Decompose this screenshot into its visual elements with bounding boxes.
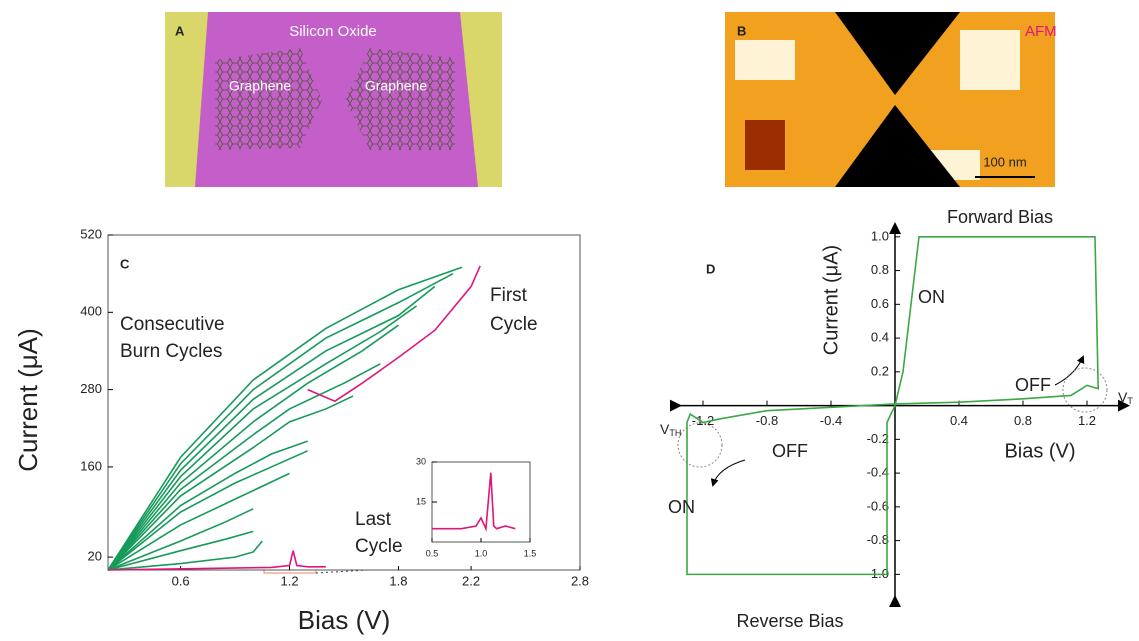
y-tick-label: 20 xyxy=(88,549,102,564)
arrow xyxy=(1054,355,1085,386)
scale-bar-label: 100 nm xyxy=(983,154,1026,169)
x-tick-label: 1.2 xyxy=(280,573,298,588)
annotation: Cycle xyxy=(355,536,403,557)
line xyxy=(107,450,309,571)
plot-frame xyxy=(431,461,531,543)
x-tick-label: -0.8 xyxy=(756,413,778,428)
line xyxy=(107,472,290,571)
graphene-sheet xyxy=(345,48,455,150)
x-tick-label: 2.8 xyxy=(571,573,589,588)
annotation: First xyxy=(490,285,528,306)
y-tick-label: -1.0 xyxy=(867,566,889,581)
annotation: OFF xyxy=(772,441,808,461)
y-tick-label: 0.4 xyxy=(871,330,889,345)
panel-label: A xyxy=(175,23,185,38)
panel-label: D xyxy=(706,261,715,276)
x-tick-label: 1.5 xyxy=(524,548,537,558)
line xyxy=(432,472,516,532)
threshold-subscript: T xyxy=(1127,396,1133,406)
y-tick-label: 280 xyxy=(80,381,102,396)
threshold-circle xyxy=(677,422,723,468)
y-axis-label: Current (μA) xyxy=(13,328,43,472)
chart-subtitle: Reverse Bias xyxy=(736,611,843,631)
annotation: ON xyxy=(668,497,695,517)
x-tick-label: 0.6 xyxy=(172,573,190,588)
y-tick-label: -0.8 xyxy=(867,532,889,547)
afm-feature xyxy=(960,30,1020,90)
line xyxy=(107,440,308,571)
line xyxy=(107,540,263,571)
panel-b: B AFM 100 nm xyxy=(725,12,1057,187)
threshold-label: VT xyxy=(1118,389,1133,407)
x-tick-label: 0.4 xyxy=(950,413,968,428)
electrode xyxy=(165,12,208,187)
y-tick-label: 520 xyxy=(80,226,102,241)
annotation: Last xyxy=(355,509,392,530)
annotation: Burn Cycles xyxy=(120,341,222,362)
x-axis-label: Bias (V) xyxy=(298,605,390,635)
line xyxy=(107,550,326,571)
x-tick-label: -0.4 xyxy=(820,413,842,428)
y-tick-label: -0.6 xyxy=(867,498,889,513)
y-axis-label: Current (μA) xyxy=(820,245,842,355)
line xyxy=(107,324,399,571)
label: Silicon Oxide xyxy=(289,23,377,40)
annotation: ON xyxy=(918,287,945,307)
arrow xyxy=(710,459,746,487)
threshold-label: VTH xyxy=(660,421,681,439)
line xyxy=(107,266,463,571)
y-tick-label: 1.0 xyxy=(871,228,889,243)
line xyxy=(686,236,1100,576)
graphene-sheet xyxy=(215,48,322,150)
x-tick-label: 1.2 xyxy=(1078,413,1096,428)
gap-region xyxy=(835,105,960,187)
threshold-circle xyxy=(1062,367,1108,413)
gap-region xyxy=(835,12,960,95)
line xyxy=(107,395,354,571)
y-tick-label: 30 xyxy=(416,456,426,466)
y-tick-label: 0.2 xyxy=(871,363,889,378)
afm-feature xyxy=(745,120,785,170)
y-tick-label: 0.6 xyxy=(871,296,889,311)
y-tick-label: 15 xyxy=(416,496,426,506)
x-tick-label: 0.8 xyxy=(1014,413,1032,428)
line xyxy=(107,285,436,571)
y-tick-label: -0.2 xyxy=(867,431,889,446)
line xyxy=(307,265,481,403)
panel-a: A Silicon Oxide Graphene Graphene xyxy=(165,12,502,187)
line xyxy=(107,508,254,571)
electrode xyxy=(460,12,502,187)
panel-label: C xyxy=(120,256,130,271)
x-tick-label: 1.0 xyxy=(475,548,488,558)
label: Graphene xyxy=(365,78,427,94)
line xyxy=(107,530,254,571)
annotation: Cycle xyxy=(490,314,538,335)
label: Graphene xyxy=(229,78,291,94)
x-tick-label: 2.2 xyxy=(462,573,480,588)
y-tick-label: 0.8 xyxy=(871,262,889,277)
label: AFM xyxy=(1025,23,1057,40)
y-tick-label: 400 xyxy=(80,304,102,319)
afm-feature xyxy=(735,40,795,80)
annotation: OFF xyxy=(1015,375,1051,395)
y-tick-label: 160 xyxy=(80,458,102,473)
line xyxy=(107,305,418,571)
line xyxy=(107,363,381,571)
line xyxy=(107,272,454,571)
x-axis-label: Bias (V) xyxy=(1004,440,1075,462)
x-tick-label: -1.2 xyxy=(692,413,714,428)
threshold-symbol: V xyxy=(1118,389,1128,405)
chart-title: Forward Bias xyxy=(947,207,1053,227)
annotation: Consecutive xyxy=(120,314,225,335)
x-tick-label: 0.5 xyxy=(426,548,439,558)
threshold-subscript: TH xyxy=(669,428,681,438)
panel-label: B xyxy=(737,23,746,38)
threshold-symbol: V xyxy=(660,421,670,437)
y-tick-label: -0.4 xyxy=(867,465,889,480)
x-tick-label: 1.8 xyxy=(389,573,407,588)
